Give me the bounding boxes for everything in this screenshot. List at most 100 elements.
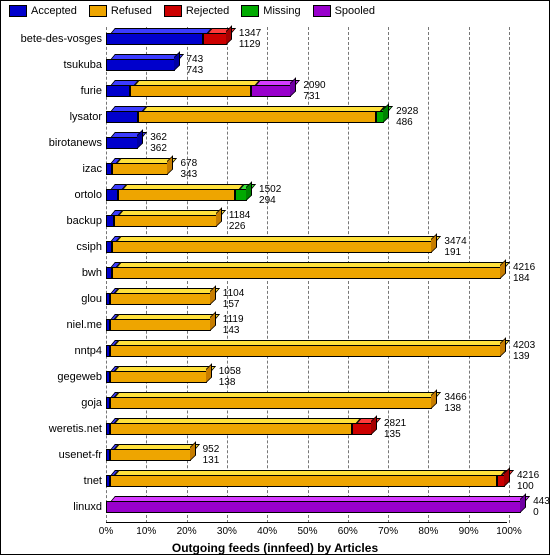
bar-segment [110, 371, 207, 383]
chart-row: csiph3474191 [106, 241, 507, 253]
legend-swatch [89, 5, 107, 17]
bar-segment [106, 59, 175, 71]
value-bot: 138 [219, 377, 241, 388]
value-labels: 362362 [138, 132, 167, 154]
category-label: backup [67, 215, 106, 227]
bar-segment [130, 85, 251, 97]
legend-swatch [9, 5, 27, 17]
bar-segment [106, 137, 138, 149]
value-top: 4216 [517, 470, 539, 481]
value-bot: 1129 [239, 39, 261, 50]
chart-row: izac678343 [106, 163, 507, 175]
chart-legend: Accepted Refused Rejected Missing Spooled [1, 1, 549, 21]
value-labels: 4203139 [501, 340, 535, 362]
bar-segment [110, 449, 191, 461]
bar-segment [112, 241, 432, 253]
bar-segment [138, 111, 376, 123]
value-labels: 3474191 [432, 236, 466, 258]
bar-segment [110, 319, 211, 331]
x-tick-label: 10% [136, 526, 156, 537]
value-top: 4203 [513, 340, 535, 351]
x-tick-label: 70% [378, 526, 398, 537]
category-label: bete-des-vosges [21, 33, 106, 45]
category-label: tnet [84, 475, 106, 487]
value-labels: 3466138 [432, 392, 466, 414]
chart-row: linuxd44350 [106, 501, 507, 513]
bar-segment [376, 111, 384, 123]
category-label: usenet-fr [59, 449, 106, 461]
value-top: 2928 [396, 106, 418, 117]
bar-segment [352, 423, 372, 435]
category-label: niel.me [67, 319, 106, 331]
legend-item: Rejected [164, 5, 229, 17]
chart-row: tnet4216100 [106, 475, 507, 487]
value-bot: 226 [229, 221, 251, 232]
x-tick-label: 90% [459, 526, 479, 537]
value-labels: 743743 [175, 54, 204, 76]
category-label: tsukuba [63, 59, 106, 71]
chart-row: backup1184226 [106, 215, 507, 227]
value-top: 2821 [384, 418, 406, 429]
value-labels: 1184226 [217, 210, 251, 232]
x-tick-label: 30% [217, 526, 237, 537]
value-labels: 13471129 [227, 28, 261, 50]
category-label: bwh [82, 267, 106, 279]
category-label: izac [82, 163, 106, 175]
bar-segment [235, 189, 247, 201]
legend-item: Missing [241, 5, 300, 17]
legend-label: Spooled [335, 5, 375, 17]
x-tick-label: 40% [257, 526, 277, 537]
legend-label: Refused [111, 5, 152, 17]
value-top: 362 [150, 132, 167, 143]
bar-segment [114, 215, 217, 227]
chart-row: bwh4216184 [106, 267, 507, 279]
legend-swatch [241, 5, 259, 17]
value-labels: 1119143 [211, 314, 244, 336]
chart-row: bete-des-vosges13471129 [106, 33, 507, 45]
legend-item: Accepted [9, 5, 77, 17]
value-top: 1104 [223, 288, 245, 299]
value-top: 952 [203, 444, 220, 455]
value-bot: 131 [203, 455, 220, 466]
value-bot: 191 [444, 247, 466, 258]
legend-swatch [164, 5, 182, 17]
value-top: 1119 [223, 314, 244, 325]
bar-segment [203, 33, 227, 45]
category-label: goja [81, 397, 106, 409]
chart-row: nntp44203139 [106, 345, 507, 357]
value-top: 1058 [219, 366, 241, 377]
chart-row: niel.me1119143 [106, 319, 507, 331]
value-labels: 2928486 [384, 106, 418, 128]
value-bot: 143 [223, 325, 244, 336]
value-bot: 743 [187, 65, 204, 76]
bar-segment [112, 267, 501, 279]
value-labels: 4216100 [505, 470, 539, 492]
bar-segment [106, 501, 521, 513]
x-tick-label: 0% [99, 526, 113, 537]
value-labels: 1502294 [247, 184, 281, 206]
chart-row: furie2090731 [106, 85, 507, 97]
bar-segment [106, 111, 138, 123]
value-bot: 138 [444, 403, 466, 414]
value-top: 1184 [229, 210, 251, 221]
value-labels: 678343 [168, 158, 197, 180]
value-labels: 2821135 [372, 418, 406, 440]
chart-row: tsukuba743743 [106, 59, 507, 71]
x-tick-label: 100% [496, 526, 522, 537]
x-tick-label: 20% [177, 526, 197, 537]
bar-segment [106, 33, 203, 45]
value-bot: 100 [517, 481, 539, 492]
value-top: 1502 [259, 184, 281, 195]
value-labels: 4216184 [501, 262, 535, 284]
value-bot: 731 [303, 91, 325, 102]
value-labels: 2090731 [291, 80, 325, 102]
legend-label: Accepted [31, 5, 77, 17]
category-label: linuxd [73, 501, 106, 513]
category-label: nntp4 [74, 345, 106, 357]
value-top: 4435 [533, 496, 550, 507]
category-label: weretis.net [49, 423, 106, 435]
value-labels: 952131 [191, 444, 220, 466]
value-bot: 0 [533, 507, 550, 518]
legend-label: Rejected [186, 5, 229, 17]
value-top: 4216 [513, 262, 535, 273]
